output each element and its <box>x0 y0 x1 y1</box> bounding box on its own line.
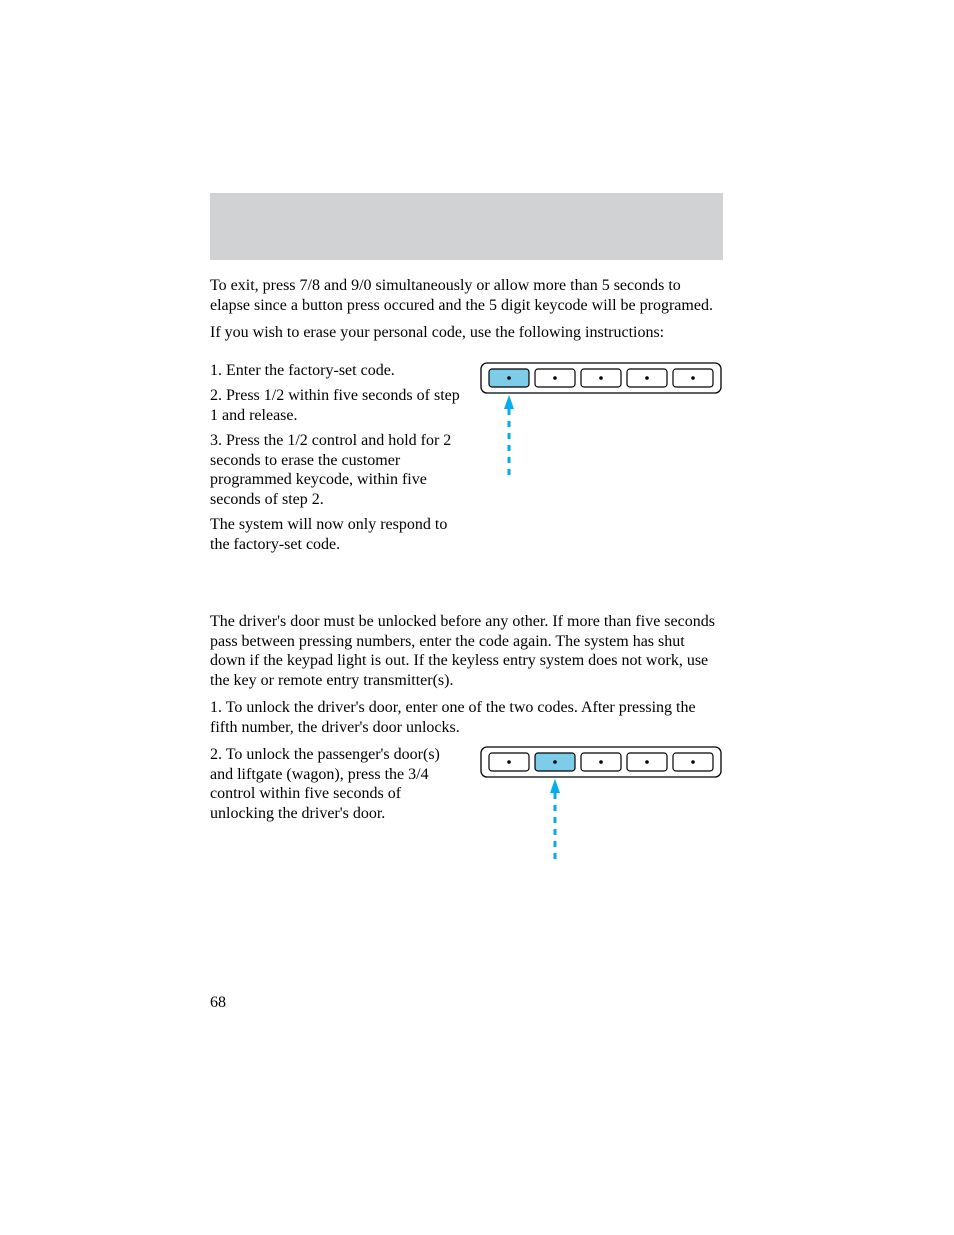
step-2: 2. Press 1/2 within five seconds of step… <box>210 386 465 425</box>
keypad-figure-1 <box>479 361 723 486</box>
unlock-step-2-section: 2. To unlock the passenger's door(s) and… <box>210 745 723 870</box>
step-4: The system will now only respond to the … <box>210 515 465 554</box>
unlock-step-1: 1. To unlock the driver's door, enter on… <box>210 698 723 737</box>
step-3: 3. Press the 1/2 control and hold for 2 … <box>210 431 465 509</box>
page: To exit, press 7/8 and 9/0 simultaneousl… <box>0 0 954 1235</box>
erase-steps-text: 1. Enter the factory-set code. 2. Press … <box>210 361 465 561</box>
unlock-step-2: 2. To unlock the passenger's door(s) and… <box>210 745 465 823</box>
unlock-step-2-text: 2. To unlock the passenger's door(s) and… <box>210 745 465 829</box>
page-number: 68 <box>210 994 226 1012</box>
content-area: To exit, press 7/8 and 9/0 simultaneousl… <box>210 276 723 870</box>
paragraph-unlock-intro: The driver's door must be unlocked befor… <box>210 612 723 690</box>
paragraph-exit: To exit, press 7/8 and 9/0 simultaneousl… <box>210 276 723 315</box>
paragraph-erase-intro: If you wish to erase your personal code,… <box>210 323 723 343</box>
step-1: 1. Enter the factory-set code. <box>210 361 465 381</box>
erase-steps-section: 1. Enter the factory-set code. 2. Press … <box>210 361 723 561</box>
keypad-figure-2 <box>479 745 723 870</box>
keypad-diagram-1 <box>479 361 723 486</box>
keypad-diagram-2 <box>479 745 723 870</box>
header-bar <box>210 193 723 260</box>
